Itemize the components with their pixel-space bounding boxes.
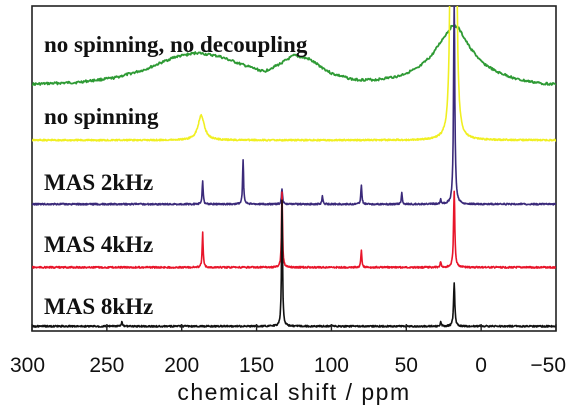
series-label: MAS 4kHz (44, 232, 153, 257)
x-tick-label: 300 (10, 354, 45, 377)
trace-mas-2khz (32, 6, 556, 206)
trace-no-spinning-no-decoupling (32, 24, 556, 87)
series-label: MAS 2kHz (44, 170, 153, 195)
x-tick-label: 150 (239, 354, 274, 377)
x-tick-label: 100 (314, 354, 349, 377)
series-labels: no spinning, no decoupling no spinning MAS… (44, 32, 308, 319)
x-tick-label: −50 (530, 354, 566, 377)
x-axis-tick-labels: 300 250 200 150 100 50 0 −50 (10, 354, 566, 377)
x-axis-title: chemical shift / ppm (177, 379, 410, 405)
x-axis-ticks (31, 324, 557, 331)
trace-mas-4khz (32, 190, 556, 269)
series-label: no spinning, no decoupling (44, 32, 308, 57)
x-tick-label: 50 (395, 354, 418, 377)
spectra-traces (32, 6, 556, 328)
series-label: MAS 8kHz (44, 294, 153, 319)
x-tick-label: 0 (475, 354, 487, 377)
x-tick-label: 250 (89, 354, 124, 377)
x-tick-label: 200 (164, 354, 199, 377)
series-label: no spinning (44, 104, 159, 129)
trace-mas-8khz (32, 199, 556, 328)
trace-no-spinning (32, 6, 556, 142)
plot-frame (31, 5, 557, 332)
